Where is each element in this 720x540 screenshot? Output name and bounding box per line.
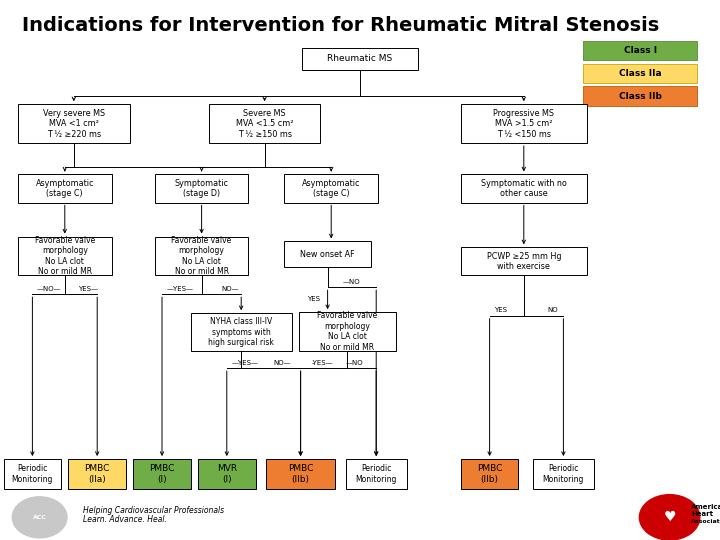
FancyBboxPatch shape — [461, 459, 518, 489]
FancyBboxPatch shape — [68, 459, 126, 489]
FancyBboxPatch shape — [583, 86, 697, 106]
Text: American: American — [691, 503, 720, 510]
Text: —NO: —NO — [346, 360, 364, 366]
FancyBboxPatch shape — [461, 247, 587, 275]
Text: NO—: NO— — [274, 360, 292, 366]
Text: PMBC
(IIb): PMBC (IIb) — [477, 464, 503, 483]
Text: NO—: NO— — [222, 286, 239, 292]
Text: Association.: Association. — [691, 519, 720, 524]
FancyBboxPatch shape — [346, 459, 407, 489]
Text: Favorable valve
morphology
No LA clot
No or mild MR: Favorable valve morphology No LA clot No… — [318, 312, 377, 352]
Circle shape — [639, 495, 700, 540]
Text: Favorable valve
morphology
No LA clot
No or mild MR: Favorable valve morphology No LA clot No… — [171, 236, 232, 276]
FancyBboxPatch shape — [583, 64, 697, 83]
FancyBboxPatch shape — [18, 237, 112, 275]
Text: MVR
(I): MVR (I) — [217, 464, 237, 483]
FancyBboxPatch shape — [198, 459, 256, 489]
Text: PMBC
(IIb): PMBC (IIb) — [288, 464, 313, 483]
Text: Helping Cardiovascular Professionals: Helping Cardiovascular Professionals — [83, 506, 224, 515]
FancyBboxPatch shape — [191, 313, 292, 351]
Text: —YES—: —YES— — [231, 360, 258, 366]
Text: —YES—: —YES— — [166, 286, 194, 292]
FancyBboxPatch shape — [533, 459, 594, 489]
FancyBboxPatch shape — [4, 459, 61, 489]
Text: Favorable valve
morphology
No LA clot
No or mild MR: Favorable valve morphology No LA clot No… — [35, 236, 95, 276]
Text: ACC: ACC — [32, 515, 47, 520]
Text: Learn. Advance. Heal.: Learn. Advance. Heal. — [83, 515, 166, 524]
FancyBboxPatch shape — [18, 104, 130, 143]
Text: Class I: Class I — [624, 46, 657, 55]
Circle shape — [12, 497, 67, 538]
Text: Progressive MS
MVA >1.5 cm²
T ½ <150 ms: Progressive MS MVA >1.5 cm² T ½ <150 ms — [493, 109, 554, 139]
Text: Asymptomatic
(stage C): Asymptomatic (stage C) — [302, 179, 361, 198]
Text: Periodic
Monitoring: Periodic Monitoring — [543, 464, 584, 483]
FancyBboxPatch shape — [284, 241, 371, 267]
Text: Indications for Intervention for Rheumatic Mitral Stenosis: Indications for Intervention for Rheumat… — [22, 16, 659, 35]
Text: New onset AF: New onset AF — [300, 250, 355, 259]
Text: YES—: YES— — [78, 286, 98, 292]
Text: Very severe MS
MVA <1 cm²
T ½ ≥220 ms: Very severe MS MVA <1 cm² T ½ ≥220 ms — [42, 109, 105, 139]
Text: —NO—: —NO— — [36, 286, 61, 292]
Text: YES: YES — [307, 296, 320, 302]
Text: PMBC
(I): PMBC (I) — [149, 464, 175, 483]
FancyBboxPatch shape — [155, 174, 248, 202]
FancyBboxPatch shape — [461, 174, 587, 202]
Text: —NO: —NO — [343, 279, 361, 285]
FancyBboxPatch shape — [284, 174, 378, 202]
Text: NYHA class III-IV
symptoms with
high surgical risk: NYHA class III-IV symptoms with high sur… — [208, 317, 274, 347]
Text: Symptomatic
(stage D): Symptomatic (stage D) — [175, 179, 229, 198]
Text: NO: NO — [547, 307, 558, 314]
FancyBboxPatch shape — [18, 174, 112, 202]
Text: YES: YES — [494, 307, 507, 314]
FancyBboxPatch shape — [302, 48, 418, 70]
Text: PCWP ≥25 mm Hg
with exercise: PCWP ≥25 mm Hg with exercise — [487, 252, 561, 271]
Text: Periodic
Monitoring: Periodic Monitoring — [356, 464, 397, 483]
Text: ♥: ♥ — [663, 510, 676, 524]
Text: PMBC
(IIa): PMBC (IIa) — [84, 464, 110, 483]
FancyBboxPatch shape — [155, 237, 248, 275]
Text: Rheumatic MS: Rheumatic MS — [328, 55, 392, 63]
FancyBboxPatch shape — [299, 312, 396, 351]
Text: Asymptomatic
(stage C): Asymptomatic (stage C) — [35, 179, 94, 198]
FancyBboxPatch shape — [266, 459, 335, 489]
Text: Periodic
Monitoring: Periodic Monitoring — [12, 464, 53, 483]
FancyBboxPatch shape — [583, 41, 697, 60]
Text: Severe MS
MVA <1.5 cm²
T ½ ≥150 ms: Severe MS MVA <1.5 cm² T ½ ≥150 ms — [236, 109, 293, 139]
Text: -YES—: -YES— — [311, 360, 333, 366]
FancyBboxPatch shape — [209, 104, 320, 143]
FancyBboxPatch shape — [461, 104, 587, 143]
Text: Class IIb: Class IIb — [618, 92, 662, 100]
Text: Class IIa: Class IIa — [618, 69, 662, 78]
Text: Symptomatic with no
other cause: Symptomatic with no other cause — [481, 179, 567, 198]
FancyBboxPatch shape — [133, 459, 191, 489]
Text: Heart: Heart — [691, 511, 714, 517]
